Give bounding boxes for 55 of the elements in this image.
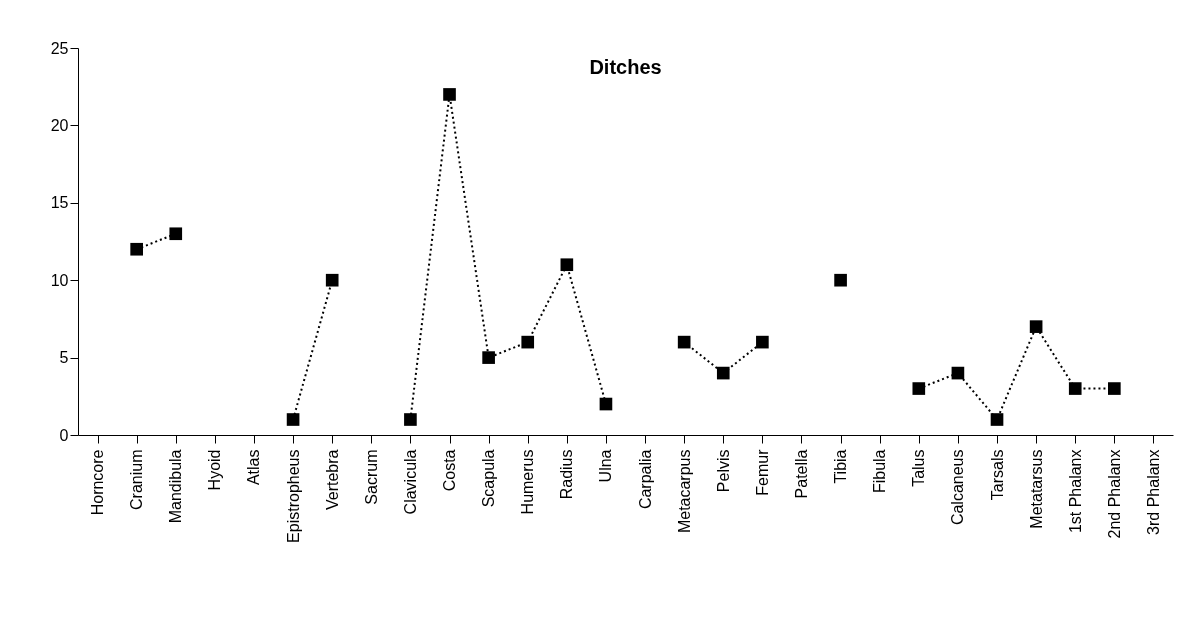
x-tick-label: Humerus	[519, 449, 537, 515]
point	[1029, 320, 1043, 333]
point	[951, 366, 965, 380]
point	[677, 335, 691, 349]
point	[599, 397, 613, 411]
y-tick-label: 20	[50, 116, 69, 134]
x-tick-label: Calcaneus	[949, 449, 967, 526]
point	[169, 227, 183, 241]
x-tick-label: Carpalia	[636, 449, 654, 510]
point	[834, 273, 847, 287]
x-tick-label: Costa	[441, 449, 459, 492]
point	[756, 335, 769, 349]
x-tick-label: 1st Phalanx	[1066, 449, 1084, 534]
x-tick-label: Clavicula	[401, 449, 419, 515]
point	[990, 413, 1004, 426]
point	[716, 366, 730, 380]
x-tick-label: Ulna	[597, 449, 615, 483]
y-tick-label: 5	[59, 349, 69, 367]
chart-title: Ditches	[589, 56, 662, 78]
point	[912, 382, 926, 395]
point	[482, 351, 495, 364]
x-tick-label: Scapula	[480, 449, 498, 508]
x-tick-label: Fibula	[871, 449, 889, 494]
x-tick-label: Talus	[910, 449, 928, 487]
point	[130, 242, 143, 256]
point	[325, 273, 339, 287]
point	[286, 413, 300, 426]
x-tick-label: 3rd Phalanx	[1144, 449, 1162, 535]
y-tick-label: 25	[50, 39, 69, 57]
x-tick-label: Femur	[753, 448, 771, 496]
x-tick-label: Patella	[792, 449, 810, 499]
x-tick-label: Horncore	[89, 449, 107, 516]
y-tick-label: 15	[50, 194, 69, 212]
x-tick-label: 2nd Phalanx	[1105, 449, 1123, 539]
x-tick-label: Metatarsus	[1027, 449, 1045, 529]
x-tick-label: Tibia	[832, 449, 850, 484]
y-tick-label: 0	[59, 426, 69, 444]
point	[1068, 382, 1082, 395]
x-tick-label: Cranium	[128, 449, 146, 510]
x-tick-label: Metacarpus	[675, 449, 693, 534]
x-tick-label: Sacrum	[362, 449, 380, 505]
point	[1108, 382, 1121, 395]
x-tick-label: Mandibula	[167, 449, 185, 524]
point	[521, 335, 535, 349]
x-tick-label: Tarsals	[988, 449, 1006, 501]
x-tick-label: Hyoid	[206, 449, 224, 491]
y-tick-label: 10	[50, 271, 69, 289]
x-tick-label: Epistropheus	[284, 449, 302, 543]
x-tick-label: Atlas	[245, 449, 263, 486]
x-tick-label: Pelvis	[714, 449, 732, 493]
point	[560, 258, 574, 272]
point	[443, 88, 456, 101]
x-tick-label: Vertebra	[323, 449, 341, 510]
point	[404, 413, 417, 426]
x-tick-label: Radius	[558, 449, 576, 500]
